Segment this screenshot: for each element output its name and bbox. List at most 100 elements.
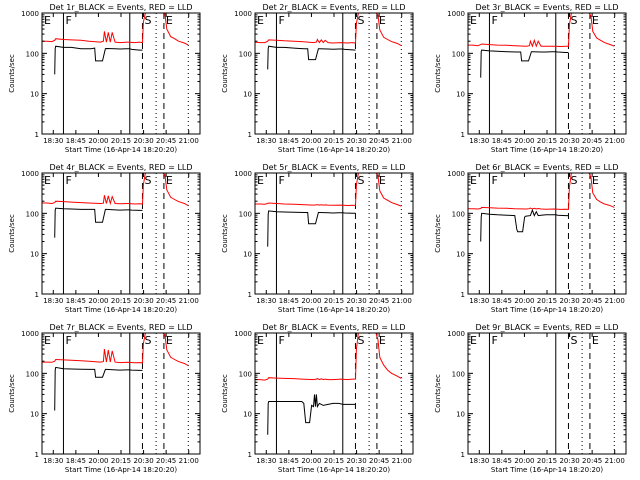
marker-label: E (257, 174, 264, 187)
panel-det-9: Det 9r_BLACK = Events, RED = LLD E F S E 1 10 1… (434, 323, 627, 474)
marker-label: E (379, 334, 386, 347)
y-tick-label: 1000 (447, 10, 465, 18)
y-axis-label: Counts/sec (8, 214, 16, 253)
marker-label: E (44, 334, 51, 347)
marker-label: F (491, 334, 497, 347)
x-tick-label: 20:15 (111, 297, 131, 305)
panel-det-5: Det 5r_BLACK = Events, RED = LLD E F S E 1 10 1… (221, 163, 414, 314)
series-lld-line (255, 13, 402, 47)
x-tick-label: 18:45 (279, 457, 299, 465)
x-tick-label: 20:45 (156, 457, 176, 465)
x-tick-label: 21:00 (179, 457, 199, 465)
y-tick-label: 1000 (21, 330, 39, 338)
marker-label: F (278, 334, 284, 347)
x-axis-label: Start Time (16-Apr-14 18:20:20) (278, 306, 390, 314)
x-tick-label: 18:45 (492, 297, 512, 305)
x-tick-label: 20:15 (537, 297, 557, 305)
marker-label: S (144, 334, 151, 347)
series-events-line (480, 208, 569, 242)
panel-det-2: Det 2r_BLACK = Events, RED = LLD E F S E 1 10 1… (221, 3, 414, 154)
x-tick-label: 18:30 (43, 137, 63, 145)
x-tick-label: 20:45 (156, 297, 176, 305)
x-tick-label: 20:15 (111, 137, 131, 145)
x-tick-label: 20:30 (133, 137, 153, 145)
y-tick-label: 1 (461, 131, 465, 139)
series-lld-line (468, 13, 615, 48)
x-tick-label: 18:30 (469, 457, 489, 465)
series-events-line (480, 49, 569, 78)
x-tick-label: 20:00 (88, 297, 108, 305)
marker-label: F (278, 14, 284, 27)
x-tick-label: 18:30 (43, 457, 63, 465)
panel-det-4: Det 4r_BLACK = Events, RED = LLD E F S E 1 10 1… (8, 163, 201, 314)
x-tick-label: 20:00 (514, 137, 534, 145)
panel-title: Det 3r_BLACK = Events, RED = LLD (475, 3, 618, 12)
y-tick-label: 1 (461, 451, 465, 459)
y-axis-label: Counts/sec (434, 214, 442, 253)
x-tick-label: 18:30 (469, 297, 489, 305)
x-tick-label: 18:45 (66, 457, 86, 465)
x-tick-label: 21:00 (179, 137, 199, 145)
marker-label: E (257, 14, 264, 27)
y-tick-label: 1000 (234, 170, 252, 178)
y-axis-label: Counts/sec (434, 54, 442, 93)
marker-label: E (257, 334, 264, 347)
y-tick-label: 10 (456, 251, 465, 259)
marker-label: S (570, 334, 577, 347)
x-tick-label: 20:00 (301, 137, 321, 145)
marker-label: F (65, 334, 71, 347)
marker-label: E (166, 14, 173, 27)
y-tick-label: 100 (26, 50, 39, 58)
x-tick-label: 20:00 (514, 457, 534, 465)
y-tick-label: 10 (243, 251, 252, 259)
x-tick-label: 18:45 (279, 137, 299, 145)
marker-label: E (44, 14, 51, 27)
y-tick-label: 1000 (447, 170, 465, 178)
panel-det-3: Det 3r_BLACK = Events, RED = LLD E F S E 1 10 1… (434, 3, 627, 154)
x-tick-label: 20:30 (133, 457, 153, 465)
series-lld-line (42, 173, 189, 207)
y-tick-label: 100 (239, 370, 252, 378)
x-tick-label: 21:00 (605, 137, 625, 145)
x-tick-label: 20:45 (582, 137, 602, 145)
panel-title: Det 7r_BLACK = Events, RED = LLD (49, 323, 192, 332)
series-events-line (54, 366, 143, 411)
y-tick-label: 1000 (21, 170, 39, 178)
x-tick-label: 21:00 (392, 297, 412, 305)
y-tick-label: 1 (248, 291, 252, 299)
x-tick-label: 20:15 (324, 297, 344, 305)
y-axis-label: Counts/sec (221, 374, 229, 413)
x-tick-label: 20:15 (537, 457, 557, 465)
x-tick-label: 20:45 (582, 297, 602, 305)
series-events-line (267, 210, 356, 247)
x-tick-label: 20:30 (346, 137, 366, 145)
x-axis-label: Start Time (16-Apr-14 18:20:20) (65, 146, 177, 154)
y-tick-label: 1 (35, 291, 39, 299)
x-tick-label: 18:45 (279, 297, 299, 305)
y-tick-label: 1 (35, 131, 39, 139)
panel-title: Det 6r_BLACK = Events, RED = LLD (475, 163, 618, 172)
x-tick-label: 18:30 (469, 137, 489, 145)
panel-title: Det 2r_BLACK = Events, RED = LLD (262, 3, 405, 12)
x-tick-label: 20:15 (324, 137, 344, 145)
marker-label: S (357, 174, 364, 187)
marker-label: F (278, 174, 284, 187)
x-tick-label: 21:00 (392, 457, 412, 465)
y-axis-label: Counts/sec (221, 54, 229, 93)
marker-label: E (379, 14, 386, 27)
panel-title: Det 1r_BLACK = Events, RED = LLD (49, 3, 192, 12)
y-tick-label: 100 (452, 210, 465, 218)
series-lld-line (255, 173, 402, 207)
marker-label: E (592, 14, 599, 27)
x-tick-label: 20:45 (369, 137, 389, 145)
y-tick-label: 1000 (234, 330, 252, 338)
marker-label: F (65, 174, 71, 187)
plot-frame (41, 172, 201, 295)
x-tick-label: 20:15 (111, 457, 131, 465)
plot-frame (41, 332, 201, 455)
y-tick-label: 1000 (447, 330, 465, 338)
y-tick-label: 10 (30, 251, 39, 259)
x-tick-label: 20:00 (301, 297, 321, 305)
x-axis-label: Start Time (16-Apr-14 18:20:20) (491, 466, 603, 474)
x-axis-label: Start Time (16-Apr-14 18:20:20) (278, 466, 390, 474)
